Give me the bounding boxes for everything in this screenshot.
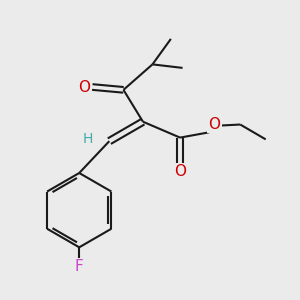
Text: O: O	[174, 164, 186, 179]
Text: O: O	[208, 117, 220, 132]
Text: F: F	[75, 259, 84, 274]
Text: H: H	[82, 132, 93, 146]
Text: O: O	[79, 80, 91, 94]
